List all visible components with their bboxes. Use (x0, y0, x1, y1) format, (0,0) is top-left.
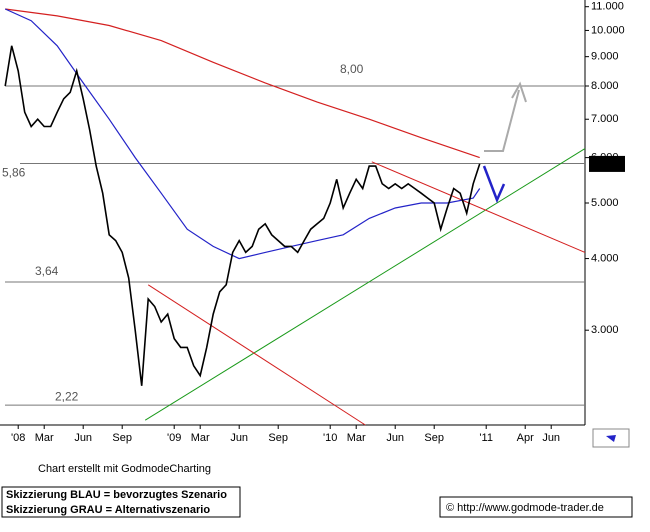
x-tick-label: Apr (517, 432, 534, 444)
scenario-gray-head (511, 81, 527, 103)
credit: Chart erstellt mit GodmodeCharting (38, 463, 211, 475)
x-tick-label: Sep (112, 432, 132, 444)
last-price-box (589, 155, 625, 172)
x-tick-label: Jun (386, 432, 404, 444)
y-tick-label: 11.000 (591, 1, 624, 13)
y-tick-label: 7.000 (591, 113, 619, 125)
trend-line (147, 284, 366, 426)
x-tick-label: Jun (74, 432, 92, 444)
legend-line: Skizzierung GRAU = Alternativszenario (6, 504, 210, 516)
y-tick-label: 10.000 (591, 24, 625, 36)
icon-arrow (606, 435, 616, 442)
scenario-gray (484, 89, 520, 152)
y-tick-label: 9.000 (591, 51, 619, 63)
level-label: 3,64 (35, 264, 59, 278)
trend-line (371, 161, 586, 253)
moving-average (5, 8, 480, 159)
moving-average (4, 8, 481, 260)
trend-line (144, 148, 586, 421)
x-tick-label: Jun (230, 432, 248, 444)
x-tick-label: Mar (35, 432, 54, 444)
y-tick-label: 4.000 (591, 252, 619, 264)
source-box (439, 496, 633, 518)
x-tick-label: Mar (347, 432, 366, 444)
x-tick-label: Sep (268, 432, 288, 444)
x-tick-label: Sep (424, 432, 444, 444)
y-tick-label: 8.000 (591, 80, 619, 92)
x-tick-label: '09 (167, 432, 181, 444)
x-tick-label: '08 (11, 432, 25, 444)
level-label: 5,86 (2, 166, 26, 180)
price-line (4, 45, 481, 386)
legend-line: Skizzierung BLAU = bevorzugtes Szenario (6, 489, 227, 501)
scenario-blue (482, 165, 506, 204)
y-tick-label: 5.000 (591, 197, 619, 209)
source: © http://www.godmode-trader.de (446, 502, 604, 514)
x-tick-label: Jun (542, 432, 560, 444)
x-tick-label: Mar (191, 432, 210, 444)
level-label: 2,22 (55, 389, 79, 403)
last-price-label: 5.850 (592, 158, 620, 170)
y-tick-label: 3.000 (591, 324, 619, 336)
plot: 3.0004.0005.0006.0007.0008.0009.00010.00… (2, 1, 625, 444)
x-tick-label: '10 (323, 432, 337, 444)
x-tick-label: '11 (479, 432, 493, 444)
legend-box (1, 486, 241, 518)
level-label: 8,00 (340, 62, 364, 76)
